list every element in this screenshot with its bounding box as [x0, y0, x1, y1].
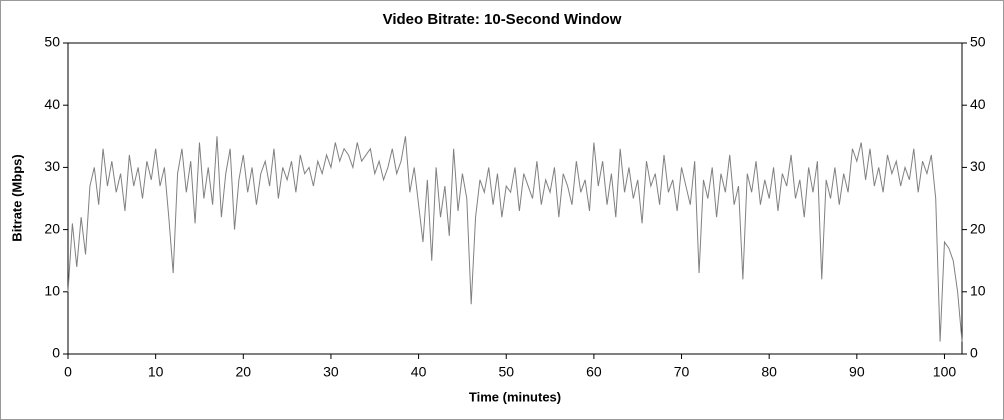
y2-tick-label: 50	[970, 34, 986, 50]
x-tick-label: 60	[586, 364, 602, 380]
x-tick-label: 10	[148, 364, 164, 380]
y2-tick-label: 20	[970, 220, 986, 236]
y-axis-label: Bitrate (Mbps)	[9, 154, 24, 241]
x-tick-label: 40	[411, 364, 427, 380]
x-tick-label: 30	[323, 364, 339, 380]
x-tick-label: 100	[933, 364, 957, 380]
x-tick-label: 50	[498, 364, 514, 380]
chart-title: Video Bitrate: 10-Second Window	[383, 11, 622, 28]
plot-area	[67, 42, 963, 355]
y-tick-label: 30	[44, 158, 60, 174]
data-line	[67, 136, 963, 342]
x-tick-label: 80	[761, 364, 777, 380]
y-tick-label: 50	[44, 34, 60, 50]
y2-tick-label: 30	[970, 158, 986, 174]
y-tick-label: 0	[52, 345, 60, 361]
x-axis-label: Time (minutes)	[469, 389, 561, 404]
x-tick-label: 70	[674, 364, 690, 380]
y2-tick-label: 10	[970, 283, 986, 299]
y-tick-label: 20	[44, 220, 60, 236]
x-tick-label: 0	[64, 364, 72, 380]
y-tick-label: 10	[44, 283, 60, 299]
x-tick-label: 90	[849, 364, 865, 380]
y2-tick-label: 40	[970, 96, 986, 112]
x-tick-label: 20	[236, 364, 252, 380]
y-tick-label: 40	[44, 96, 60, 112]
y2-tick-label: 0	[970, 345, 978, 361]
